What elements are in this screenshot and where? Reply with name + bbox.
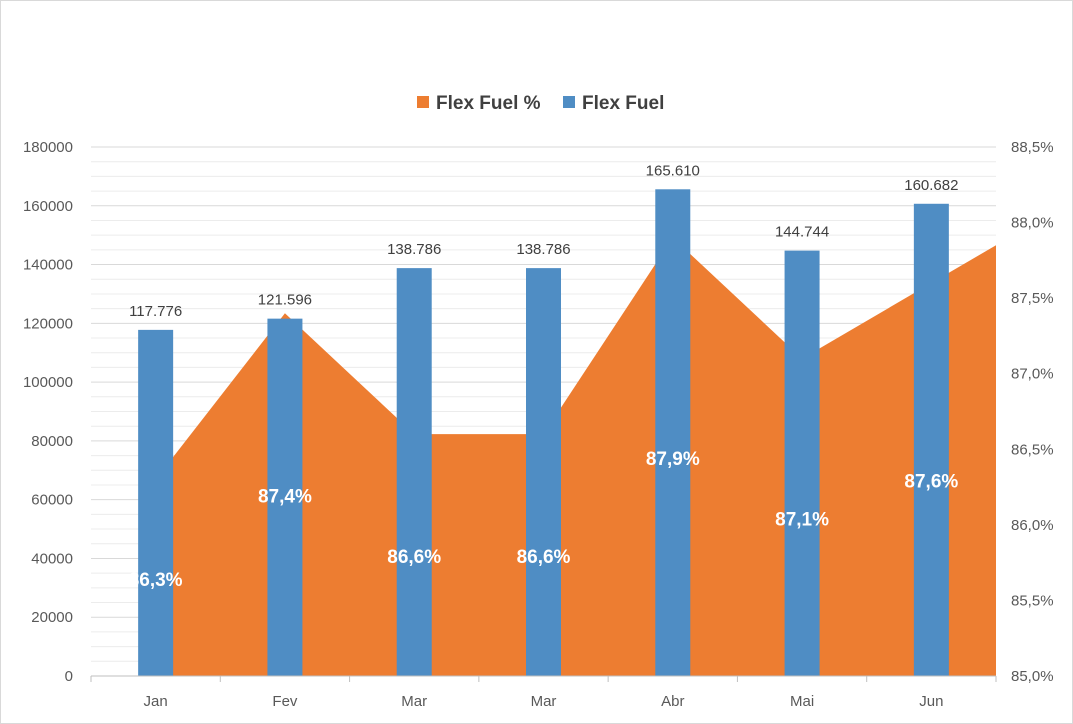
x-tick-label: Mar [531, 693, 557, 710]
x-tick-label: Jun [919, 693, 943, 710]
y-left-tick-label: 100000 [23, 374, 73, 391]
data-labels: 117.776 121.596 138.786 138.786 165.610 144.7… [129, 162, 959, 590]
y-left-tick-label: 140000 [23, 257, 73, 274]
bar-value-label: 138.786 [387, 241, 441, 258]
y-right-tick-label: 86,5% [1011, 441, 1054, 458]
percent-value-label: 87,6% [904, 472, 958, 493]
percent-value-label: 87,1% [775, 509, 829, 530]
percent-value-label: 86,3% [129, 570, 183, 591]
legend: Flex Fuel % Flex Fuel [417, 93, 664, 114]
y-left-tick-label: 180000 [23, 139, 73, 156]
bar-fev [267, 318, 303, 676]
bar-jun [913, 203, 949, 677]
bar-mar [526, 268, 561, 676]
bar-value-label: 138.786 [516, 241, 570, 258]
bar-series [138, 189, 949, 677]
y-right-tick-label: 85,0% [1011, 668, 1054, 685]
percent-value-label: 87,9% [646, 449, 700, 470]
x-tick-label: Jan [144, 693, 168, 710]
y-right-tick-label: 85,5% [1011, 592, 1054, 609]
y-left-tick-label: 40000 [31, 550, 73, 567]
y-right-tick-label: 87,0% [1011, 366, 1054, 383]
bar-jan [138, 329, 174, 676]
percent-value-label: 86,6% [387, 547, 441, 568]
bar-value-label: 165.610 [646, 162, 700, 179]
y-right-tick-label: 88,0% [1011, 215, 1054, 232]
legend-swatch [563, 96, 575, 108]
y-left-tick-label: 160000 [23, 198, 73, 215]
legend-label: Flex Fuel [582, 93, 664, 114]
axes: Jan Fev Mar Mar Abr Mai Jun 0 20000 40000 60000 800… [23, 139, 1054, 710]
legend-swatch [417, 96, 429, 108]
y-left-tick-label: 20000 [31, 609, 73, 626]
y-right-tick-label: 86,0% [1011, 517, 1054, 534]
y-right-tick-label: 87,5% [1011, 290, 1054, 307]
x-tick-label: Abr [661, 693, 684, 710]
bar-mar [396, 268, 432, 676]
bar-value-label: 121.596 [258, 292, 312, 309]
y-right-tick-label: 88,5% [1011, 139, 1054, 156]
bar-value-label: 117.776 [129, 303, 182, 320]
x-tick-label: Mar [401, 693, 427, 710]
bar-value-label: 160.682 [904, 177, 958, 194]
y-left-tick-label: 0 [65, 668, 73, 685]
bar-abr [655, 189, 691, 677]
legend-label: Flex Fuel % [436, 93, 541, 114]
percent-value-label: 86,6% [517, 547, 571, 568]
x-tick-label: Mai [790, 693, 814, 710]
bar-value-label: 144.744 [775, 224, 829, 241]
percent-value-label: 87,4% [258, 487, 312, 508]
x-tick-label: Fev [272, 693, 298, 710]
bar-mai [784, 250, 820, 676]
y-left-tick-label: 120000 [23, 315, 73, 332]
y-left-tick-label: 60000 [31, 492, 73, 509]
y-left-tick-label: 80000 [31, 433, 73, 450]
